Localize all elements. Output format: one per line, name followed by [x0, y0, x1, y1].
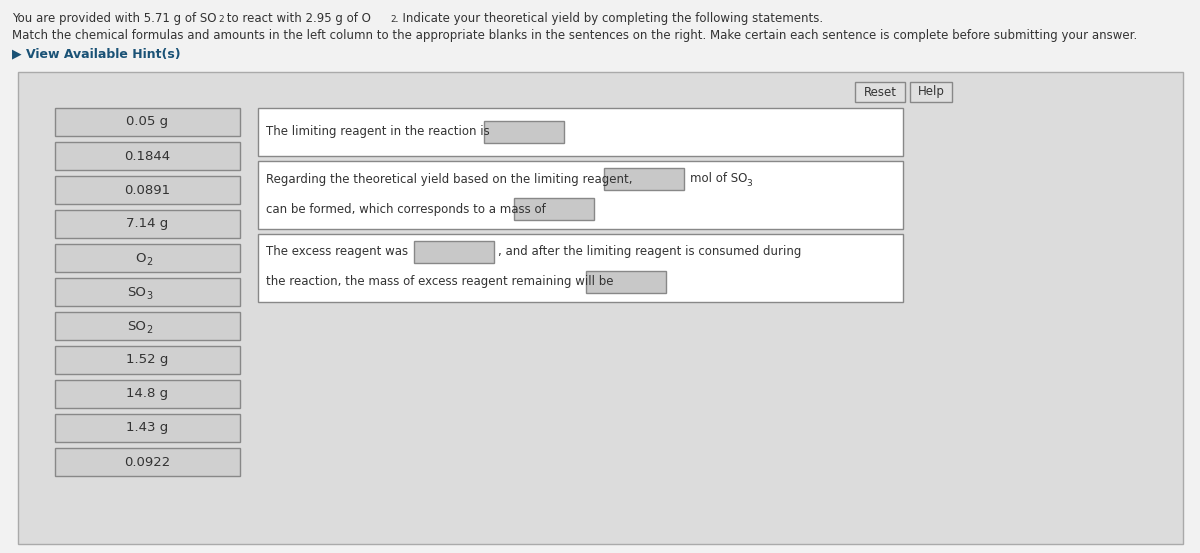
Text: Reset: Reset [864, 86, 896, 98]
Text: 2: 2 [218, 15, 223, 24]
Bar [55, 448, 240, 476]
Bar [55, 142, 240, 170]
Bar [55, 108, 240, 136]
Bar [55, 312, 240, 340]
Bar [55, 278, 240, 306]
Bar [586, 271, 666, 293]
Text: . Indicate your theoretical yield by completing the following statements.: . Indicate your theoretical yield by com… [395, 12, 823, 25]
Bar [854, 82, 905, 102]
Bar [910, 82, 952, 102]
Text: 2: 2 [390, 15, 396, 24]
Text: The excess reagent was: The excess reagent was [266, 246, 408, 258]
Text: 3: 3 [146, 291, 152, 301]
Text: 0.1844: 0.1844 [125, 149, 170, 163]
Text: 14.8 g: 14.8 g [126, 388, 168, 400]
Text: 0.0922: 0.0922 [125, 456, 170, 468]
Text: O: O [134, 252, 145, 264]
Bar [514, 198, 594, 220]
Text: 0.0891: 0.0891 [125, 184, 170, 196]
Bar [18, 72, 1183, 544]
Text: SO: SO [127, 320, 145, 332]
Text: the reaction, the mass of excess reagent remaining will be: the reaction, the mass of excess reagent… [266, 275, 613, 289]
Bar [258, 108, 904, 156]
Bar [55, 176, 240, 204]
Text: SO: SO [127, 285, 145, 299]
Text: Regarding the theoretical yield based on the limiting reagent,: Regarding the theoretical yield based on… [266, 173, 632, 185]
Text: 1.52 g: 1.52 g [126, 353, 169, 367]
Bar [484, 121, 564, 143]
Text: ▶ View Available Hint(s): ▶ View Available Hint(s) [12, 47, 181, 60]
Text: 1.43 g: 1.43 g [126, 421, 169, 435]
Text: 7.14 g: 7.14 g [126, 217, 169, 231]
Bar [604, 168, 684, 190]
Bar [55, 380, 240, 408]
Bar [55, 414, 240, 442]
Text: to react with 2.95 g of O: to react with 2.95 g of O [223, 12, 371, 25]
Bar [258, 234, 904, 302]
Bar [414, 241, 494, 263]
Text: mol of SO: mol of SO [690, 173, 748, 185]
Bar [55, 244, 240, 272]
Bar [55, 346, 240, 374]
Text: can be formed, which corresponds to a mass of: can be formed, which corresponds to a ma… [266, 202, 546, 216]
Text: 2: 2 [146, 325, 152, 335]
Text: 3: 3 [746, 179, 751, 187]
Text: The limiting reagent in the reaction is: The limiting reagent in the reaction is [266, 126, 490, 138]
Text: Help: Help [918, 86, 944, 98]
Text: Match the chemical formulas and amounts in the left column to the appropriate bl: Match the chemical formulas and amounts … [12, 29, 1138, 42]
Text: You are provided with 5.71 g of SO: You are provided with 5.71 g of SO [12, 12, 216, 25]
Bar [55, 210, 240, 238]
Text: 0.05 g: 0.05 g [126, 116, 168, 128]
Text: , and after the limiting reagent is consumed during: , and after the limiting reagent is cons… [498, 246, 802, 258]
Text: 2: 2 [146, 257, 152, 267]
Bar [258, 161, 904, 229]
